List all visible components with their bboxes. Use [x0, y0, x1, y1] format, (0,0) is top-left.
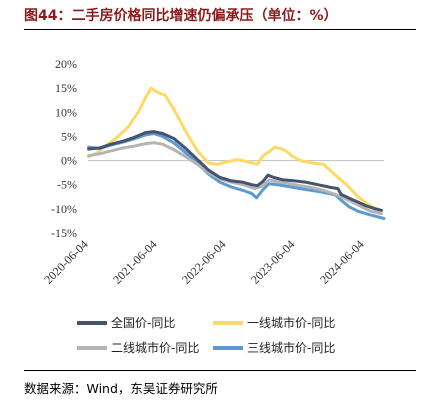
legend-label: 全国价-同比: [111, 315, 175, 330]
y-tick-label: 20%: [55, 57, 77, 71]
legend-label: 三线城市价-同比: [247, 340, 335, 355]
y-tick-label: -10%: [51, 202, 77, 216]
chart-title: 图44：二手房价格同比增速仍偏承压（单位：%）: [24, 8, 338, 24]
x-tick-label: 2024-06-04: [317, 237, 366, 286]
series-lines: [87, 86, 386, 220]
source-note: 数据来源：Wind，东吴证券研究所: [24, 381, 218, 396]
y-axis-ticks: 20% 15% 10% 5% 0% -5% -10% -15%: [51, 57, 77, 240]
x-tick-label: 2023-06-04: [248, 237, 297, 286]
series-line-2: [87, 141, 383, 216]
series-line-0: [87, 130, 383, 212]
y-tick-label: -15%: [51, 226, 77, 240]
y-tick-label: 10%: [55, 105, 77, 119]
x-axis: 2020-06-04 2021-06-04 2022-06-04 2023-06-04…: [41, 237, 366, 286]
x-tick-label: 2020-06-04: [41, 237, 90, 286]
y-tick-label: -5%: [57, 178, 77, 192]
y-tick-label: 0%: [61, 154, 77, 168]
series-line-1: [87, 86, 383, 213]
legend-label: 一线城市价-同比: [247, 315, 335, 330]
legend-label: 二线城市价-同比: [111, 340, 199, 355]
y-tick-label: 15%: [55, 81, 77, 95]
bottom-divider: [24, 370, 416, 371]
x-tick-label: 2022-06-04: [179, 237, 228, 286]
x-tick-label: 2021-06-04: [110, 237, 159, 286]
y-tick-label: 5%: [61, 129, 77, 143]
top-divider: [24, 29, 416, 30]
